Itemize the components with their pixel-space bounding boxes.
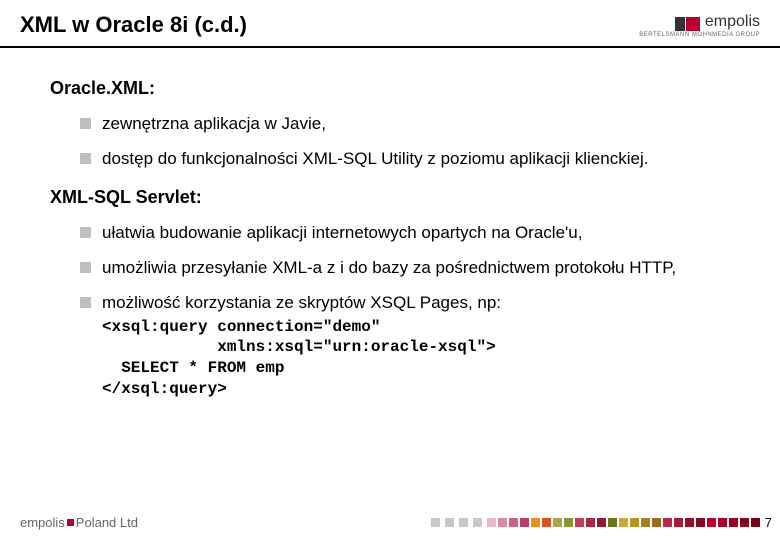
decor-square	[729, 518, 738, 527]
item-text: możliwość korzystania ze skryptów XSQL P…	[102, 293, 501, 312]
decor-square	[487, 518, 496, 527]
footer-left: empolis Poland Ltd	[20, 515, 138, 530]
decor-square	[608, 518, 617, 527]
decor-square	[564, 518, 573, 527]
decor-square	[718, 518, 727, 527]
list-item: dostęp do funkcjonalności XML-SQL Utilit…	[80, 148, 730, 171]
section-heading: XML-SQL Servlet:	[50, 187, 730, 208]
page-number: 7	[765, 515, 772, 530]
code-block: <xsql:query connection="demo" xmlns:xsql…	[102, 317, 730, 400]
list-item: zewnętrzna aplikacja w Javie,	[80, 113, 730, 136]
decor-square	[586, 518, 595, 527]
decor-square	[498, 518, 507, 527]
bullet-list: zewnętrzna aplikacja w Javie, dostęp do …	[50, 113, 730, 171]
decor-square	[630, 518, 639, 527]
slide-footer: empolis Poland Ltd	[0, 515, 780, 530]
section-2: XML-SQL Servlet: ułatwia budowanie aplik…	[50, 187, 730, 400]
decor-square	[663, 518, 672, 527]
logo-square-red	[686, 17, 700, 31]
logo-square-dark	[675, 17, 685, 31]
slide-title: XML w Oracle 8i (c.d.)	[20, 12, 247, 38]
decor-square	[445, 518, 454, 527]
footer-brand-square	[67, 519, 74, 526]
slide-content: Oracle.XML: zewnętrzna aplikacja w Javie…	[0, 48, 780, 400]
footer-brand: empolis	[20, 515, 65, 530]
decor-square	[531, 518, 540, 527]
decor-square	[553, 518, 562, 527]
list-item: możliwość korzystania ze skryptów XSQL P…	[80, 292, 730, 400]
slide-header: XML w Oracle 8i (c.d.) empolis BERTELSMA…	[0, 0, 780, 48]
decor-square	[652, 518, 661, 527]
footer-suffix: Poland Ltd	[76, 515, 138, 530]
decor-square	[597, 518, 606, 527]
decor-square	[619, 518, 628, 527]
section-1: Oracle.XML: zewnętrzna aplikacja w Javie…	[50, 78, 730, 171]
decor-square	[473, 518, 482, 527]
logo-top: empolis	[675, 13, 760, 31]
logo-subtitle: BERTELSMANN MOHNMEDIA GROUP	[639, 32, 760, 38]
decor-square	[685, 518, 694, 527]
decor-square	[674, 518, 683, 527]
decor-square	[459, 518, 468, 527]
section-heading: Oracle.XML:	[50, 78, 730, 99]
footer-squares	[431, 518, 760, 527]
decor-square	[575, 518, 584, 527]
decor-square	[509, 518, 518, 527]
item-text: zewnętrzna aplikacja w Javie,	[102, 114, 326, 133]
decor-square	[707, 518, 716, 527]
decor-square	[751, 518, 760, 527]
bullet-list: ułatwia budowanie aplikacji internetowyc…	[50, 222, 730, 400]
decor-square	[431, 518, 440, 527]
item-text: ułatwia budowanie aplikacji internetowyc…	[102, 223, 582, 242]
decor-square	[520, 518, 529, 527]
decor-square	[740, 518, 749, 527]
decor-square	[542, 518, 551, 527]
logo-icon	[675, 17, 700, 31]
decor-square	[641, 518, 650, 527]
logo: empolis BERTELSMANN MOHNMEDIA GROUP	[639, 13, 760, 38]
list-item: umożliwia przesyłanie XML-a z i do bazy …	[80, 257, 730, 280]
item-text: umożliwia przesyłanie XML-a z i do bazy …	[102, 258, 676, 277]
item-text: dostęp do funkcjonalności XML-SQL Utilit…	[102, 149, 648, 168]
list-item: ułatwia budowanie aplikacji internetowyc…	[80, 222, 730, 245]
logo-text: empolis	[705, 13, 760, 31]
decor-square	[696, 518, 705, 527]
